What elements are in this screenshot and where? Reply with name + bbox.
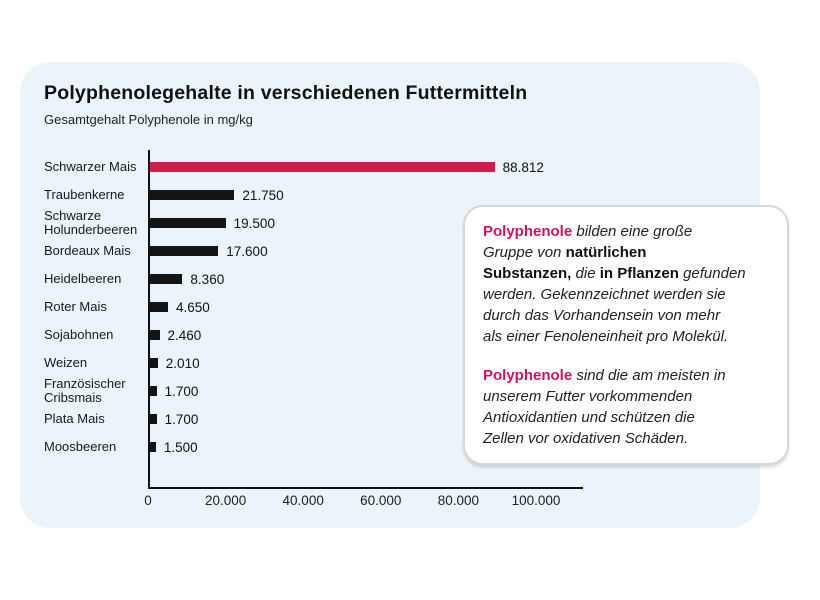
text-segment: in Pflanzen xyxy=(599,265,679,282)
bar-track: 8.360 xyxy=(148,265,609,293)
x-axis-tick-label: 20.000 xyxy=(204,493,247,508)
bar-track: 2.010 xyxy=(148,349,609,377)
text-segment: natürlichen Substanzen, xyxy=(483,244,647,282)
category-label: Traubenkerne xyxy=(44,187,125,203)
value-label: 2.460 xyxy=(167,327,202,343)
bar xyxy=(150,246,219,256)
bar-row: Bordeaux Mais 17.600 xyxy=(44,237,609,265)
bar-row: Weizen 2.010 xyxy=(44,349,609,377)
bar-track: 1.500 xyxy=(148,433,609,461)
category-label: Roter Mais xyxy=(44,299,107,315)
bar xyxy=(150,162,495,172)
bar-track: 4.650 xyxy=(148,293,609,321)
bar-row: Moosbeeren 1.500 xyxy=(44,433,609,461)
bar xyxy=(150,386,157,396)
axes-frame xyxy=(148,150,583,489)
x-axis-tick-label: 100.000 xyxy=(511,493,561,508)
x-axis-tick-label: 0 xyxy=(144,493,152,508)
text-segment: gefunden werden. Gekennzeichnet werden s… xyxy=(483,265,746,345)
value-label: 1.500 xyxy=(163,439,198,455)
value-label: 17.600 xyxy=(226,243,268,259)
bar-track: 2.460 xyxy=(148,321,609,349)
category-label: Weizen xyxy=(44,355,88,371)
bar-row: Französischer Cribsmais 1.700 xyxy=(44,377,609,405)
category-label: Plata Mais xyxy=(44,411,105,427)
bar-row: Traubenkerne 21.750 xyxy=(44,181,609,209)
bar-track: 1.700 xyxy=(148,377,609,405)
category-label: Schwarzer Mais xyxy=(44,159,137,175)
bar-rows: Schwarzer Mais 88.812 Traubenkerne 21.750 Sc… xyxy=(44,153,609,461)
bar-track: 1.700 xyxy=(148,405,609,433)
bar xyxy=(150,442,156,452)
category-label: Französischer Cribsmais xyxy=(44,376,126,405)
bar-track: 21.750 xyxy=(148,181,609,209)
bar xyxy=(150,414,157,424)
category-label: Schwarze Holunderbeeren xyxy=(44,208,138,237)
text-segment: sind die am meisten in unserem Futter vo… xyxy=(483,367,726,447)
category-label: Bordeaux Mais xyxy=(44,243,131,259)
chart-title: Polyphenolegehalte in verschiedenen Futt… xyxy=(44,82,528,104)
x-axis: 0 20.000 40.000 60.000 80.000 100.000 xyxy=(44,493,609,513)
text-segment: Polyphenole xyxy=(483,367,573,384)
x-axis-tick-label: 40.000 xyxy=(282,493,324,508)
x-axis-tick-label: 60.000 xyxy=(360,493,402,508)
bar xyxy=(150,190,235,200)
category-label: Heidelbeeren xyxy=(44,271,122,287)
bar-row: Roter Mais 4.650 xyxy=(44,293,609,321)
value-label: 4.650 xyxy=(176,299,210,315)
bar xyxy=(150,358,158,368)
info-card: Polyphenole bilden eine große Gruppe von… xyxy=(463,205,789,465)
bar-row: Plata Mais 1.700 xyxy=(44,405,609,433)
value-label: 1.700 xyxy=(164,411,199,427)
bar xyxy=(150,218,226,228)
bar-chart: Schwarzer Mais 88.812 Traubenkerne 21.750 Sc… xyxy=(44,150,609,535)
category-label: Sojabohnen xyxy=(44,327,114,343)
value-label: 19.500 xyxy=(233,215,275,231)
value-label: 88.812 xyxy=(502,159,544,175)
bar-row: Schwarzer Mais 88.812 xyxy=(44,153,609,181)
info-paragraph: Polyphenole bilden eine große Gruppe von… xyxy=(483,221,769,347)
bar-row: Sojabohnen 2.460 xyxy=(44,321,609,349)
bar-track: 17.600 xyxy=(148,237,609,265)
chart-subtitle: Gesamtgehalt Polyphenole in mg/kg xyxy=(44,112,253,127)
x-axis-tick-label: 80.000 xyxy=(437,493,480,508)
text-segment: Polyphenole xyxy=(483,223,573,240)
value-label: 8.360 xyxy=(190,271,225,287)
bar-track: 19.500 xyxy=(148,209,609,237)
value-label: 2.010 xyxy=(165,355,200,371)
value-label: 21.750 xyxy=(242,187,284,203)
bar-row: Heidelbeeren 8.360 xyxy=(44,265,609,293)
info-paragraph: Polyphenole sind die am meisten in unser… xyxy=(483,365,769,449)
bar-row: Schwarze Holunderbeeren 19.500 xyxy=(44,209,609,237)
bar xyxy=(150,330,160,340)
bar xyxy=(150,302,169,312)
category-label: Moosbeeren xyxy=(44,439,117,455)
text-segment: die xyxy=(571,265,600,282)
bar-track: 88.812 xyxy=(148,153,609,181)
value-label: 1.700 xyxy=(164,383,199,399)
bar xyxy=(150,274,183,284)
text-segment: bilden eine große Gruppe von xyxy=(483,223,693,261)
